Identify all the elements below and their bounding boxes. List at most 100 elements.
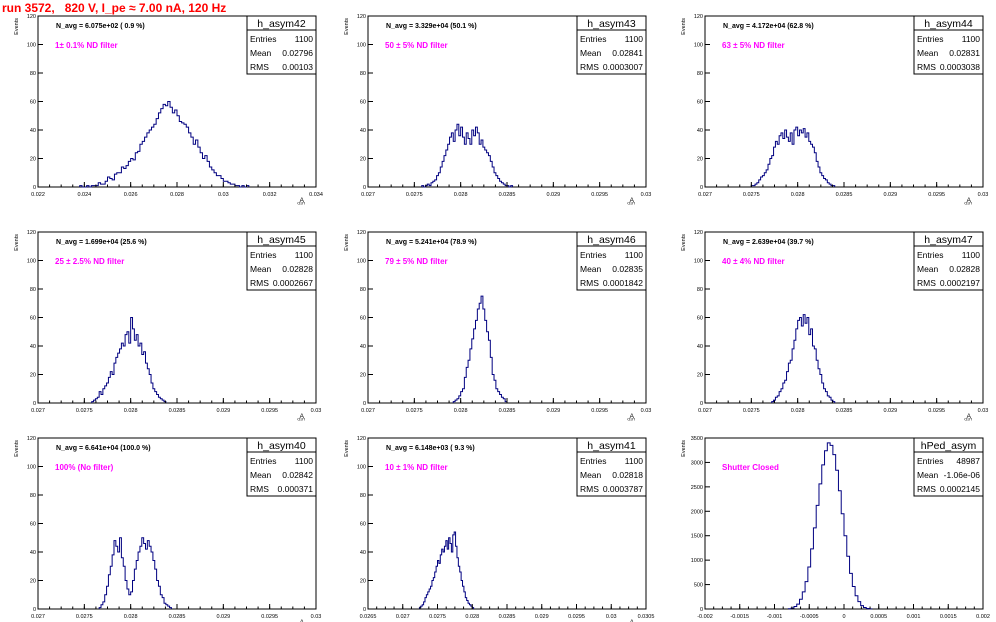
x-tick-label: 0.028 — [454, 408, 468, 414]
x-tick-label: 0.029 — [216, 614, 230, 620]
y-axis-label: Events — [344, 234, 350, 251]
filter-note: 100% (No filter) — [55, 463, 114, 472]
histogram-panel: 0.027 0.0275 0.028 0.0285 0.029 0.0295 0.03 0 20… — [14, 436, 321, 622]
y-tick-label: 80 — [697, 71, 703, 77]
x-tick-label: 0.027 — [698, 408, 712, 414]
stats-key: RMS — [250, 62, 269, 72]
y-axis-label: Events — [681, 440, 687, 457]
histogram-panel: 0.027 0.0275 0.028 0.0285 0.029 0.0295 0.03 0 20… — [344, 14, 651, 206]
histogram-name: h_asym40 — [257, 440, 306, 452]
y-tick-label: 60 — [30, 100, 36, 106]
x-axis-label-subscript: LED — [964, 417, 972, 422]
histogram-name: h_asym43 — [587, 18, 636, 30]
y-tick-label: 100 — [694, 259, 703, 265]
x-tick-label: -0.0005 — [800, 614, 819, 620]
y-tick-label: 20 — [30, 157, 36, 163]
x-tick-label: -0.001 — [767, 614, 783, 620]
x-tick-label: 0.0305 — [638, 614, 655, 620]
x-tick-label: 0.028 — [124, 408, 138, 414]
y-axis-label: Events — [14, 18, 20, 35]
filter-note: 63 ± 5% ND filter — [722, 41, 785, 50]
y-tick-label: 20 — [360, 579, 366, 585]
x-axis-label: A — [630, 619, 635, 622]
stats-value: 1100 — [625, 250, 644, 260]
histogram-panel: 0.0265 0.027 0.0275 0.028 0.0285 0.029 0.0295 0… — [344, 436, 654, 622]
x-tick-label: 0.027 — [31, 614, 45, 620]
stats-box — [913, 15, 984, 75]
y-tick-label: 20 — [697, 373, 703, 379]
histogram-bins — [421, 123, 514, 188]
y-tick-label: 100 — [694, 43, 703, 49]
x-tick-label: 0.029 — [216, 408, 230, 414]
y-tick-label: 60 — [697, 316, 703, 322]
x-axis-label: A — [300, 413, 305, 420]
x-tick-label: 0.0285 — [169, 614, 186, 620]
n-avg-text: N_avg = 5.241e+04 (78.9 %) — [386, 239, 477, 246]
x-tick-label: 0.0005 — [870, 614, 887, 620]
stats-value: 0.02842 — [282, 470, 313, 480]
stats-value: 0.0001842 — [603, 278, 643, 288]
x-tick-label: 0.001 — [907, 614, 921, 620]
x-tick-label: 0.0015 — [940, 614, 957, 620]
y-tick-label: 80 — [30, 493, 36, 499]
stats-value: 1100 — [295, 34, 314, 44]
stats-key: Entries — [250, 34, 276, 44]
filter-note: 25 ± 2.5% ND filter — [55, 257, 124, 266]
stats-box — [246, 437, 317, 497]
x-tick-label: 0.0275 — [406, 408, 423, 414]
stats-value: 1100 — [962, 34, 981, 44]
y-tick-label: 20 — [697, 157, 703, 163]
x-axis-label: A — [967, 197, 972, 204]
x-axis-label-subscript: LED — [297, 201, 305, 206]
x-tick-label: 0.0285 — [499, 408, 516, 414]
x-tick-label: 0.0295 — [928, 408, 945, 414]
y-tick-label: 40 — [360, 550, 366, 556]
stats-value: 0.0002197 — [940, 278, 980, 288]
y-axis-label: Events — [14, 440, 20, 457]
histogram-panel: 0.027 0.0275 0.028 0.0285 0.029 0.0295 0.03 0 20… — [14, 230, 321, 422]
stats-key: Mean — [917, 264, 939, 274]
stats-key: Mean — [250, 470, 272, 480]
y-axis-label: Events — [14, 234, 20, 251]
stats-key: RMS — [580, 278, 599, 288]
y-tick-label: 120 — [357, 14, 366, 20]
stats-value: 0.02835 — [612, 264, 643, 274]
stats-value: 1100 — [295, 456, 314, 466]
x-tick-label: 0.0295 — [591, 408, 608, 414]
x-tick-label: 0.029 — [883, 408, 897, 414]
y-tick-label: 80 — [30, 71, 36, 77]
x-tick-label: 0.0285 — [499, 614, 516, 620]
histogram-panel: 0.027 0.0275 0.028 0.0285 0.029 0.0295 0.03 0 20… — [681, 230, 988, 422]
y-tick-label: 80 — [360, 71, 366, 77]
stats-value: 0.00103 — [282, 62, 313, 72]
stats-value: 0.0003007 — [603, 62, 643, 72]
x-tick-label: 0.022 — [31, 192, 45, 198]
stats-value: 0.02831 — [949, 48, 980, 58]
y-tick-label: 0 — [700, 607, 703, 613]
stats-value: 0.0002667 — [273, 278, 313, 288]
histogram-bins — [98, 537, 172, 609]
y-tick-label: 60 — [30, 522, 36, 528]
stats-value: 1100 — [962, 250, 981, 260]
x-axis-label: A — [967, 413, 972, 420]
x-tick-label: 0.0275 — [743, 192, 760, 198]
n-avg-text: N_avg = 1.699e+04 (25.6 %) — [56, 239, 147, 246]
x-tick-label: 0.028 — [124, 614, 138, 620]
x-tick-label: 0.03 — [606, 614, 617, 620]
y-tick-label: 0 — [363, 607, 366, 613]
x-tick-label: 0.0295 — [591, 192, 608, 198]
x-tick-label: 0.034 — [309, 192, 323, 198]
stats-key: Entries — [917, 250, 943, 260]
histogram-name: h_asym46 — [587, 234, 636, 246]
stats-value: 0.02841 — [612, 48, 643, 58]
y-tick-label: 20 — [30, 579, 36, 585]
stats-value: -1.06e-06 — [944, 470, 981, 480]
y-tick-label: 40 — [360, 344, 366, 350]
stats-box — [576, 15, 647, 75]
stats-key: Entries — [580, 34, 606, 44]
x-tick-label: 0.0295 — [261, 408, 278, 414]
x-tick-label: 0.0285 — [499, 192, 516, 198]
y-tick-label: 100 — [27, 43, 36, 49]
x-tick-label: 0.03 — [641, 192, 652, 198]
y-tick-label: 20 — [360, 373, 366, 379]
